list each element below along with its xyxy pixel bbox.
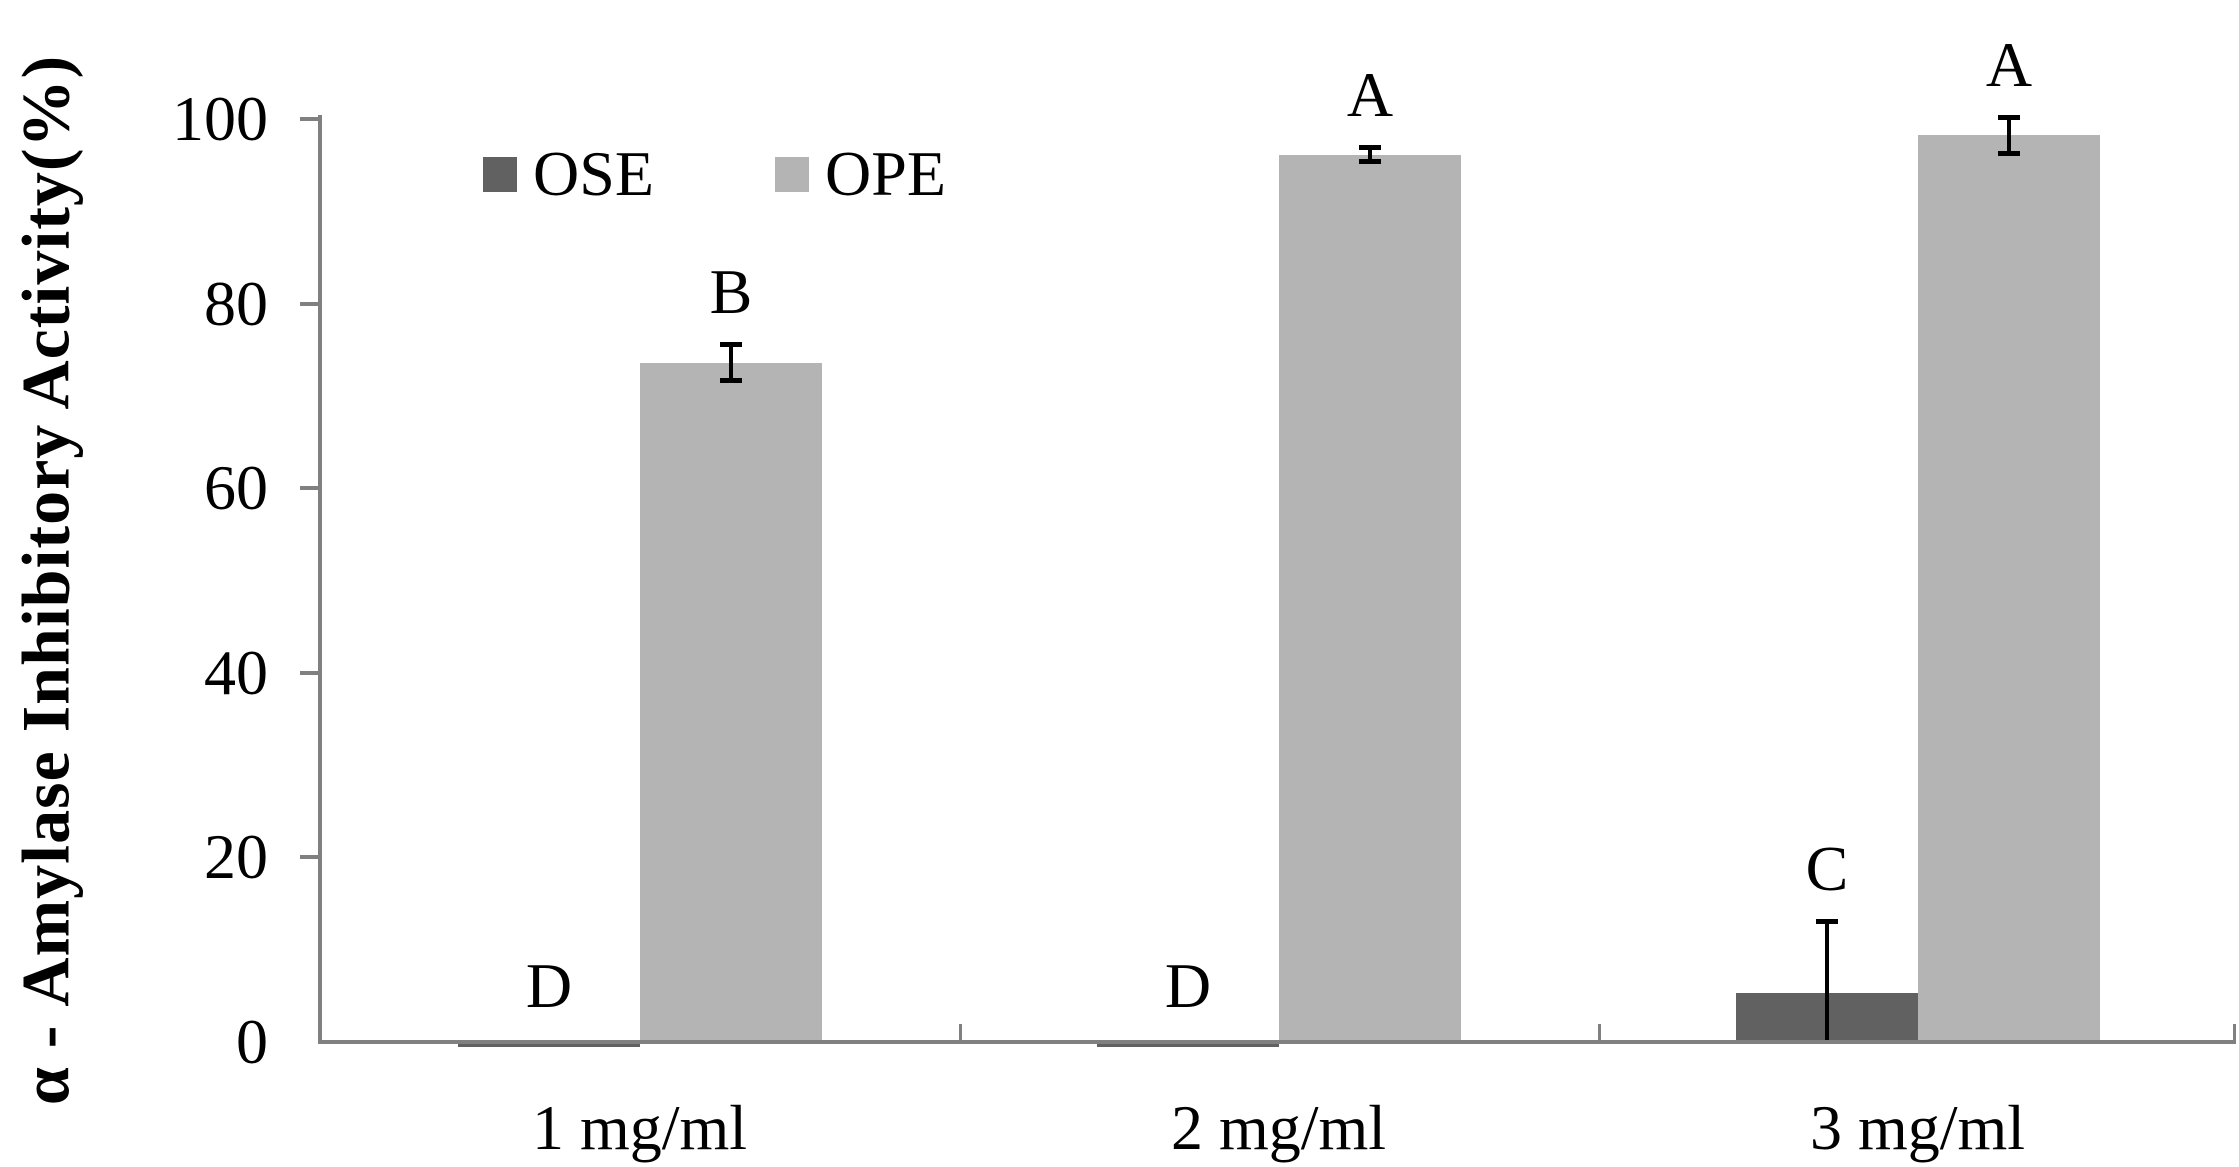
error-bar-cap-top [720, 342, 742, 347]
legend-item-ope: OPE [775, 138, 946, 209]
y-tick [300, 117, 318, 121]
x-tick [959, 1024, 962, 1040]
y-tick-label: 40 [204, 637, 268, 708]
y-tick-label: 20 [204, 821, 268, 892]
y-tick-label: 0 [236, 1006, 268, 1077]
error-bar-line [1368, 147, 1372, 162]
y-tick [300, 671, 318, 675]
x-axis-line [318, 1040, 2236, 1044]
legend-label-ose: OSE [533, 138, 654, 209]
y-tick [300, 855, 318, 859]
bar-ope-0 [640, 363, 822, 1044]
error-bar-cap-top [1359, 145, 1381, 150]
y-axis-title-text: α - Amylase Inhibitory Activity(%) [7, 54, 84, 1106]
sig-letter-c: C [1805, 833, 1849, 904]
legend-item-ose: OSE [483, 138, 654, 209]
error-bar-cap-top [1998, 115, 2020, 120]
error-bar-cap-bottom [720, 378, 742, 383]
y-tick-label: 100 [172, 83, 268, 154]
error-bar-line [729, 344, 733, 381]
x-category-label: 2 mg/ml [1170, 1092, 1387, 1163]
x-tick [2233, 1024, 2236, 1040]
y-tick [300, 486, 318, 490]
error-bar-line [1825, 921, 1829, 1040]
bar-ope-1 [1279, 155, 1461, 1044]
error-bar-cap-bottom [1359, 159, 1381, 164]
sig-letter-d: D [525, 950, 573, 1021]
error-bar-cap-top [1816, 919, 1838, 924]
x-tick [1598, 1024, 1601, 1040]
error-bar-cap-bottom [1998, 151, 2020, 156]
y-axis-line [318, 115, 322, 1044]
legend-swatch-ope [775, 156, 809, 192]
y-tick-label: 80 [204, 268, 268, 339]
legend-label-ope: OPE [825, 138, 946, 209]
x-category-label: 1 mg/ml [531, 1092, 748, 1163]
bar-ope-2 [1918, 135, 2100, 1044]
x-category-label: 3 mg/ml [1809, 1092, 2026, 1163]
sig-letter-a: A [1985, 29, 2033, 100]
sig-letter-a: A [1346, 59, 1394, 130]
error-bar-line [2007, 117, 2011, 154]
y-tick-label: 60 [204, 452, 268, 523]
sig-letter-d: D [1164, 950, 1212, 1021]
sig-letter-b: B [709, 256, 753, 327]
y-tick [300, 302, 318, 306]
legend-swatch-ose [483, 156, 517, 192]
